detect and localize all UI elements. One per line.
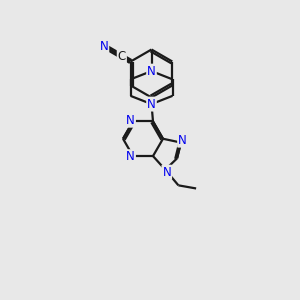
Text: N: N bbox=[162, 166, 171, 178]
Text: N: N bbox=[100, 40, 108, 52]
Text: N: N bbox=[147, 98, 156, 111]
Text: N: N bbox=[178, 134, 187, 147]
Text: N: N bbox=[126, 150, 135, 163]
Text: C: C bbox=[118, 50, 126, 63]
Text: N: N bbox=[126, 114, 135, 127]
Text: N: N bbox=[147, 64, 156, 78]
